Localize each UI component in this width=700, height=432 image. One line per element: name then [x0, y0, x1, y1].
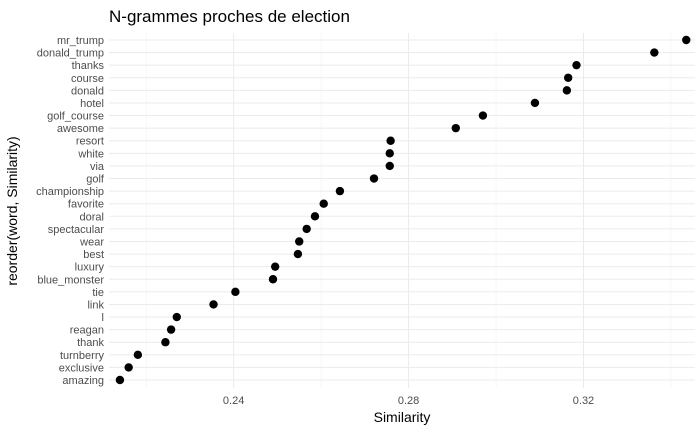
x-tick-label: 0.32	[573, 395, 594, 407]
y-tick-label: link	[87, 299, 104, 311]
data-point	[369, 174, 379, 183]
data-point	[293, 249, 303, 259]
y-tick-label: blue_monster	[37, 274, 104, 286]
data-points	[115, 35, 691, 385]
y-tick-label: luxury	[75, 262, 105, 274]
data-point	[451, 123, 460, 133]
y-tick-label: championship	[36, 186, 104, 198]
data-point	[562, 86, 572, 95]
data-point	[231, 287, 240, 297]
y-tick-label: reagan	[70, 325, 104, 337]
data-point	[335, 186, 345, 196]
data-point	[295, 237, 304, 246]
data-point	[385, 161, 394, 171]
data-point	[319, 199, 328, 208]
data-point	[166, 325, 176, 334]
data-point	[530, 98, 540, 108]
chart-title: N-grammes proches de election	[109, 7, 350, 26]
y-tick-label: hotel	[80, 98, 104, 110]
x-axis-title: Similarity	[374, 409, 431, 425]
data-point	[302, 224, 311, 234]
x-tick-label: 0.24	[223, 395, 244, 407]
y-tick-label: golf	[86, 174, 105, 186]
data-point	[385, 149, 394, 158]
y-tick-label: via	[90, 161, 105, 173]
y-tick-labels: mr_trumpdonald_trumpthankscoursedonaldho…	[36, 35, 105, 387]
data-point	[268, 275, 278, 284]
data-point	[310, 212, 320, 221]
y-tick-label: resort	[76, 136, 104, 148]
data-point	[133, 350, 143, 360]
x-tick-label: 0.28	[398, 395, 419, 407]
y-tick-label: course	[71, 73, 104, 85]
y-tick-label: tie	[92, 287, 104, 299]
grid	[109, 33, 695, 388]
y-axis-title: reorder(word, Similarity)	[4, 136, 20, 285]
data-point	[172, 312, 181, 322]
data-point	[478, 111, 488, 120]
data-point	[563, 73, 573, 82]
data-point	[386, 136, 395, 145]
y-tick-label: awesome	[57, 123, 104, 135]
x-tick-labels: 0.24 0.28 0.32	[223, 395, 594, 407]
data-point	[572, 60, 581, 70]
y-tick-label: favorite	[68, 199, 104, 211]
y-tick-label: l	[102, 312, 104, 324]
data-point	[682, 35, 691, 45]
y-tick-label: thank	[77, 337, 104, 349]
data-point	[270, 262, 280, 271]
data-point	[115, 375, 125, 385]
data-point	[209, 300, 218, 309]
y-tick-label: donald	[71, 85, 104, 97]
y-tick-label: golf_course	[47, 111, 104, 123]
y-tick-label: thanks	[72, 60, 105, 72]
y-tick-label: turnberry	[60, 350, 105, 362]
y-tick-label: wear	[79, 236, 104, 248]
y-tick-label: best	[83, 249, 104, 261]
y-tick-label: doral	[80, 211, 104, 223]
data-point	[124, 363, 133, 372]
y-tick-label: donald_trump	[37, 48, 104, 60]
y-tick-label: exclusive	[59, 362, 104, 374]
data-point	[161, 338, 170, 347]
y-tick-label: mr_trump	[57, 35, 104, 47]
y-tick-label: spectacular	[48, 224, 105, 236]
y-tick-label: amazing	[62, 375, 104, 387]
y-tick-label: white	[77, 148, 104, 160]
data-point	[650, 48, 659, 57]
